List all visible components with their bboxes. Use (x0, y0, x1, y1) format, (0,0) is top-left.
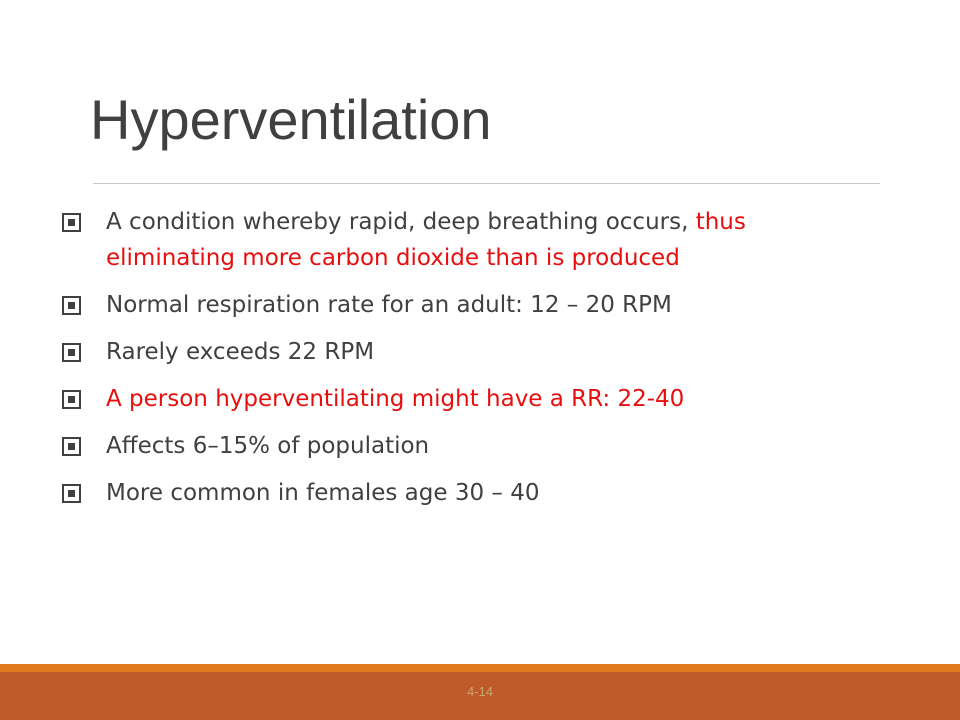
slide-title: Hyperventilation (90, 88, 492, 151)
bullet-list: A condition whereby rapid, deep breathin… (62, 204, 862, 522)
bullet-item-5: Affects 6–15% of population (62, 428, 862, 464)
bullet-3-text: Rarely exceeds 22 RPM (106, 339, 375, 365)
footer-accent-stripe (0, 664, 960, 672)
bullet-2-text: Normal respiration rate for an adult: 12… (106, 292, 672, 318)
bullet-item-3: Rarely exceeds 22 RPM (62, 334, 862, 370)
footer-band (0, 672, 960, 720)
bullet-item-1: A condition whereby rapid, deep breathin… (62, 204, 862, 276)
bullet-item-4: A person hyperventilating might have a R… (62, 381, 862, 417)
bullet-6-text: More common in females age 30 – 40 (106, 480, 540, 506)
bullet-item-2: Normal respiration rate for an adult: 12… (62, 287, 862, 323)
bullet-item-6: More common in females age 30 – 40 (62, 475, 862, 511)
bullet-1-emphasis: thus eliminating more carbon dioxide tha… (106, 209, 746, 271)
square-bullet-icon (62, 343, 81, 362)
square-bullet-icon (62, 390, 81, 409)
bullet-5-text: Affects 6–15% of population (106, 433, 430, 459)
square-bullet-icon (62, 296, 81, 315)
bullet-4-emphasis: A person hyperventilating might have a R… (106, 386, 685, 412)
square-bullet-icon (62, 437, 81, 456)
bullet-1-text: A condition whereby rapid, deep breathin… (106, 209, 696, 235)
slide-number: 4-14 (466, 684, 494, 699)
title-divider (93, 183, 880, 184)
square-bullet-icon (62, 484, 81, 503)
square-bullet-icon (62, 213, 81, 232)
